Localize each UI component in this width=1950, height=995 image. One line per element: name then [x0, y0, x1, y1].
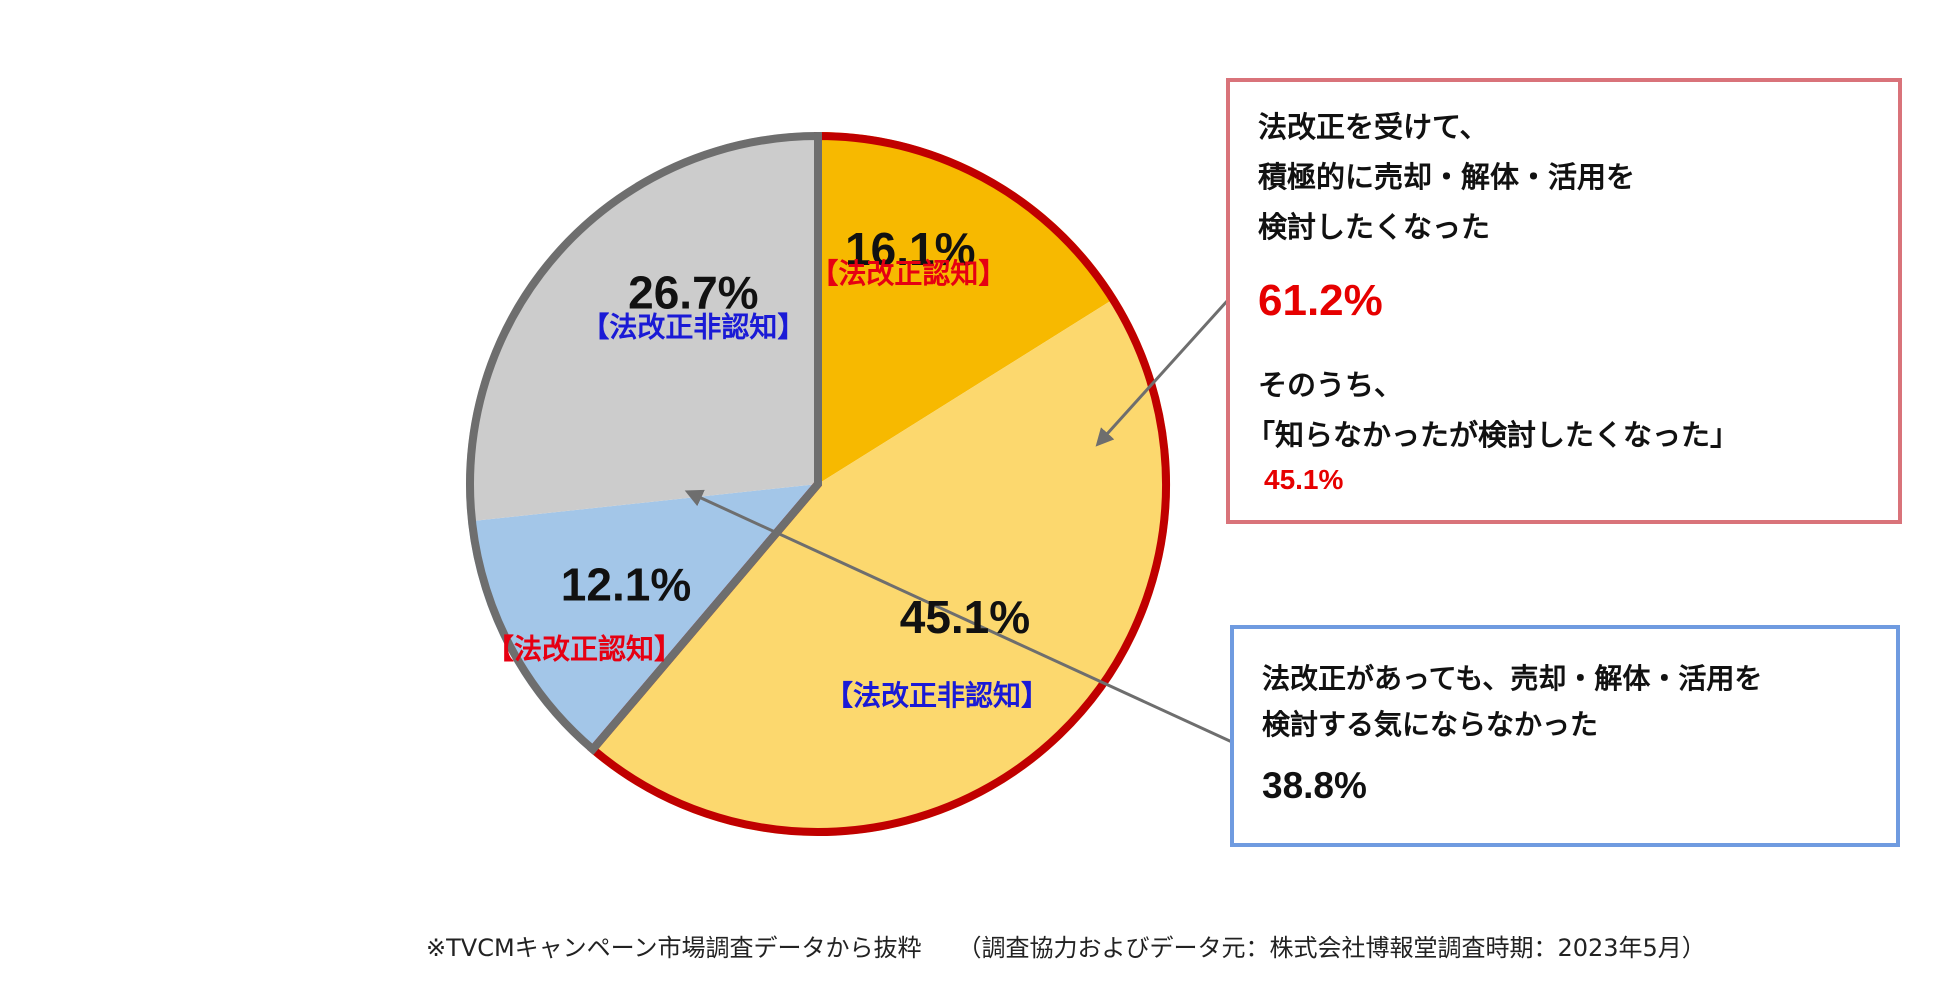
footnote-source: ※TVCMキャンペーン市場調査データから抜粋 — [426, 934, 922, 962]
pie-slice-1 — [590, 297, 1171, 837]
slice-26-label: 26.7% — [628, 266, 758, 318]
slice-45-tag: 【法改正非認知】 — [825, 679, 1049, 712]
arrow-to-positive-area — [1095, 298, 1230, 447]
callout-negative-line1: 法改正があっても、売却・解体・活用を — [1262, 662, 1763, 695]
group-outline-1 — [466, 131, 822, 755]
callout-positive-line2: 積極的に売却・解体・活用を — [1258, 160, 1636, 194]
slice-16-tag: 【法改正認知】 — [810, 257, 1006, 290]
arrow-to-negative-area — [684, 489, 1233, 744]
callout-positive-line1: 法改正を受けて、 — [1258, 110, 1489, 144]
slice-16-label: 16.1% — [845, 223, 975, 275]
callout-positive-line3: 検討したくなった — [1258, 210, 1491, 244]
callout-positive-sub2: 「知らなかったが検討したくなった」 — [1246, 418, 1740, 452]
callout-negative-total: 38.8% — [1262, 765, 1367, 806]
callout-positive-total: 61.2% — [1258, 276, 1383, 325]
footnote: ※TVCMキャンペーン市場調査データから抜粋 （調査協力およびデータ元：株式会社博… — [426, 928, 1706, 963]
slice-26-tag: 【法改正非認知】 — [581, 310, 805, 343]
pie-slice-2 — [468, 484, 818, 753]
callout-negative: 法改正があっても、売却・解体・活用を 検討する気にならなかった 38.8% — [1230, 625, 1900, 847]
footnote-credit: （調査協力およびデータ元：株式会社博報堂調査時期：2023年5月） — [957, 934, 1706, 962]
slice-12-tag: 【法改正認知】 — [486, 633, 682, 666]
slice-12-label: 12.1% — [561, 559, 691, 611]
group-outline-0 — [587, 131, 1170, 836]
callout-negative-line2: 検討する気にならなかった — [1262, 708, 1599, 741]
callout-positive: 法改正を受けて、 積極的に売却・解体・活用を 検討したくなった 61.2% その… — [1226, 78, 1902, 524]
pie-slice-3 — [466, 132, 818, 522]
callout-positive-sub-value: 45.1% — [1264, 464, 1344, 495]
callout-positive-sub1: そのうち、 — [1258, 368, 1404, 402]
slice-45-label: 45.1% — [900, 591, 1030, 643]
